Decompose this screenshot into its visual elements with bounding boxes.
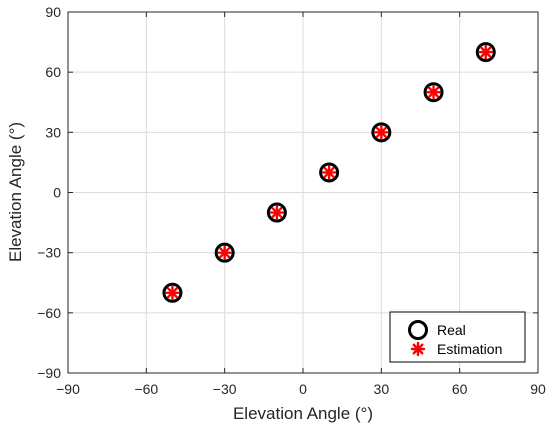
y-tick-label: −30 — [37, 245, 61, 261]
real-point-3 — [319, 162, 340, 183]
estimation-point-4 — [374, 125, 389, 140]
legend-marker-estimation — [410, 341, 426, 357]
y-tick-label: −60 — [37, 305, 61, 321]
x-tick-label: 90 — [530, 381, 546, 397]
y-tick-label: 30 — [45, 124, 61, 140]
legend-circle-marker — [408, 320, 428, 340]
estimation-point-0 — [165, 285, 180, 300]
data-points — [162, 42, 496, 303]
real-point-4 — [371, 122, 392, 143]
y-tick-label: 90 — [45, 4, 61, 20]
legend-asterisk-marker — [410, 341, 426, 357]
estimation-point-1 — [217, 245, 232, 260]
legend: Real Estimation — [389, 311, 526, 363]
x-tick-label: −60 — [134, 381, 158, 397]
legend-marker-real — [408, 320, 428, 340]
y-tick-label: 60 — [45, 64, 61, 80]
x-tick-labels: −90 −60 −30 0 30 60 90 — [56, 381, 546, 397]
legend-label-real: Real — [437, 322, 466, 338]
y-axis-label: Elevation Angle (°) — [6, 122, 25, 262]
estimation-point-3 — [321, 165, 337, 180]
x-tick-label: 0 — [299, 381, 307, 397]
real-point-6 — [475, 42, 496, 63]
real-point-1 — [214, 242, 235, 263]
x-tick-label: 60 — [452, 381, 468, 397]
real-point-5 — [423, 82, 444, 103]
estimation-point-5 — [426, 85, 441, 100]
x-tick-label: 30 — [374, 381, 390, 397]
axes-frame — [67, 11, 539, 374]
x-tick-label: −90 — [56, 381, 80, 397]
legend-label-estimation: Estimation — [437, 341, 502, 357]
y-tick-labels: 90 60 30 0 −30 −60 −90 — [37, 4, 61, 381]
y-tick-label: −90 — [37, 365, 61, 381]
estimation-point-6 — [478, 44, 493, 60]
y-tick-label: 0 — [53, 185, 61, 201]
real-point-2 — [266, 202, 287, 223]
x-tick-label: −30 — [213, 381, 237, 397]
x-axis-label: Elevation Angle (°) — [233, 404, 373, 423]
real-point-0 — [162, 282, 183, 303]
estimation-point-2 — [269, 205, 285, 220]
